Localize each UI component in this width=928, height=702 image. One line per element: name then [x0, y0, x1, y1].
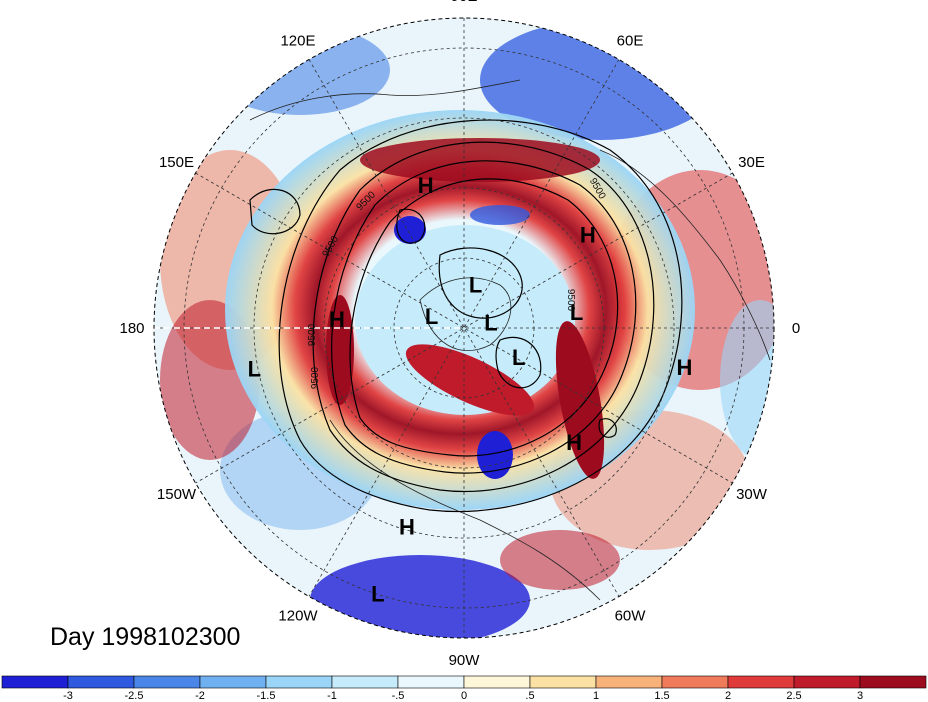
low-pressure-label: L	[248, 357, 261, 382]
colorbar-tick-label: -1	[327, 690, 337, 702]
colorbar-swatch	[67, 675, 135, 689]
low-pressure-label: L	[425, 304, 438, 329]
colorbar-tick-label: .5	[525, 690, 534, 702]
longitude-label: 150W	[157, 486, 197, 503]
contour-label: 9500	[307, 323, 318, 346]
colorbar-tick-label: -2	[195, 690, 205, 702]
colorbar-tick-label: -.5	[392, 690, 405, 702]
longitude-label: 60W	[615, 608, 647, 625]
colorbar-swatch	[331, 675, 399, 689]
longitude-label: 150E	[159, 154, 194, 171]
longitude-label: 120E	[280, 33, 315, 50]
low-pressure-label: L	[484, 310, 497, 335]
low-pressure-label: L	[469, 273, 482, 298]
contour-label: 9500	[310, 366, 321, 389]
colorbar: -3 -2.5 -2 -1.5 -1 -.5 0 .5 1 1.5 2 2.5 3	[1, 675, 927, 702]
map-boundary	[153, 17, 775, 639]
colorbar-tick-label: 0	[461, 690, 467, 702]
longitude-label: 30W	[736, 486, 768, 503]
colorbar-swatch	[529, 675, 597, 689]
longitude-label: 0	[792, 320, 800, 337]
high-pressure-label: H	[418, 173, 434, 198]
high-pressure-label: H	[677, 355, 693, 380]
colorbar-swatch	[727, 675, 795, 689]
low-pressure-label: L	[512, 345, 525, 370]
high-pressure-label: H	[399, 515, 415, 540]
colorbar-swatch	[661, 675, 729, 689]
colorbar-swatch	[199, 675, 267, 689]
colorbar-swatch	[397, 675, 465, 689]
colorbar-tick-label: -3	[63, 690, 73, 702]
longitude-label: 120W	[278, 608, 318, 625]
colorbar-swatch	[793, 675, 861, 689]
colorbar-tick-label: 2	[725, 690, 731, 702]
colorbar-tick-label: -1.5	[257, 690, 276, 702]
contour-label: 9500	[565, 289, 576, 312]
colorbar-swatch	[463, 675, 531, 689]
high-pressure-label: H	[329, 307, 345, 332]
low-pressure-label: L	[570, 300, 583, 325]
colorbar-swatch	[133, 675, 201, 689]
colorbar-tick-label: 3	[857, 690, 863, 702]
longitude-label: 90W	[449, 652, 481, 669]
longitude-label: 180	[119, 320, 144, 337]
colorbar-tick-label: -2.5	[125, 690, 144, 702]
colorbar-tick-label: 2.5	[786, 690, 801, 702]
colorbar-swatch	[1, 675, 69, 689]
longitude-labels: 90E 60E 30E 0 30W 60W 90W 120W 150W 180 150E 120E	[119, 0, 800, 669]
graticule	[154, 18, 774, 638]
colorbar-tick-label: 1	[593, 690, 599, 702]
figure-title: Day 1998102300	[50, 623, 240, 651]
colorbar-swatch	[265, 675, 333, 689]
low-pressure-label: L	[371, 581, 384, 606]
colorbar-swatch	[859, 675, 927, 689]
longitude-label: 60E	[617, 33, 644, 50]
longitude-label: 30E	[738, 154, 765, 171]
high-pressure-label: H	[566, 430, 582, 455]
colorbar-tick-label: 1.5	[654, 690, 669, 702]
colorbar-swatch	[595, 675, 663, 689]
high-pressure-label: H	[580, 223, 596, 248]
longitude-label: 90E	[451, 0, 478, 5]
